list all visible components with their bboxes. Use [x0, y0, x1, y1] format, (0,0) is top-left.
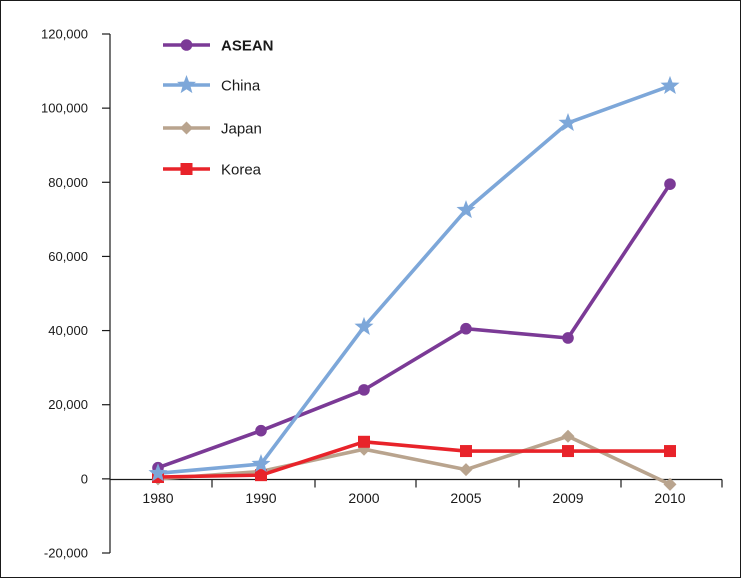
legend-marker-korea	[180, 163, 193, 175]
x-tick-label: 1980	[142, 490, 173, 506]
legend-marker-asean	[180, 39, 193, 51]
x-tick-label: 2009	[552, 490, 583, 506]
data-point-asean	[255, 424, 267, 437]
y-tick-label: 60,000	[48, 249, 88, 264]
legend: ASEAN China Japan Korea	[163, 38, 274, 179]
data-point-asean	[562, 332, 574, 344]
data-point-japan	[459, 463, 473, 477]
y-tick-label: 20,000	[48, 397, 88, 412]
data-point-asean	[358, 384, 370, 396]
data-point-asean	[664, 178, 676, 190]
data-point-china	[558, 112, 578, 132]
data-point-korea	[460, 445, 472, 458]
legend-label-japan: Japan	[221, 121, 262, 138]
y-tick-label: 100,000	[41, 101, 88, 116]
x-tick-label: 2000	[348, 490, 379, 506]
legend-marker-china	[176, 75, 197, 94]
legend-label-korea: Korea	[221, 162, 262, 179]
y-axis-ticks: -20,000 0 20,000 40,000 60,000 80,000 100,000 1…	[41, 27, 110, 561]
data-point-japan	[561, 429, 575, 443]
data-point-china	[148, 463, 168, 482]
y-tick-label: 80,000	[48, 175, 88, 190]
y-tick-label: 0	[81, 471, 88, 486]
data-point-china	[251, 454, 271, 473]
data-point-china	[660, 75, 680, 94]
data-point-korea	[255, 469, 267, 482]
series-line-china	[157, 84, 671, 476]
x-tick-label: 2005	[450, 490, 481, 506]
data-point-china	[456, 200, 476, 219]
y-tick-label: 40,000	[48, 323, 88, 338]
series-line-japan	[157, 434, 671, 487]
series-markers	[148, 75, 680, 491]
data-point-korea	[562, 445, 574, 458]
data-point-korea	[664, 445, 676, 458]
data-point-asean	[460, 322, 472, 335]
series-line-korea	[157, 439, 670, 479]
x-tick-label: 1990	[245, 490, 276, 506]
legend-marker-japan	[180, 121, 193, 135]
legend-label-asean: ASEAN	[221, 38, 274, 55]
y-tick-label: 120,000	[41, 27, 88, 42]
series-line-asean	[157, 183, 672, 470]
data-point-china	[354, 316, 374, 335]
series-lines	[157, 84, 672, 487]
legend-label-china: China	[221, 78, 261, 95]
data-point-korea	[358, 435, 370, 448]
y-tick-label: -20,000	[44, 546, 88, 561]
data-point-japan	[663, 477, 677, 491]
x-axis-ticks: 1980 1990 2000 2005 2009 2010	[142, 479, 723, 506]
x-tick-label: 2010	[654, 490, 685, 506]
